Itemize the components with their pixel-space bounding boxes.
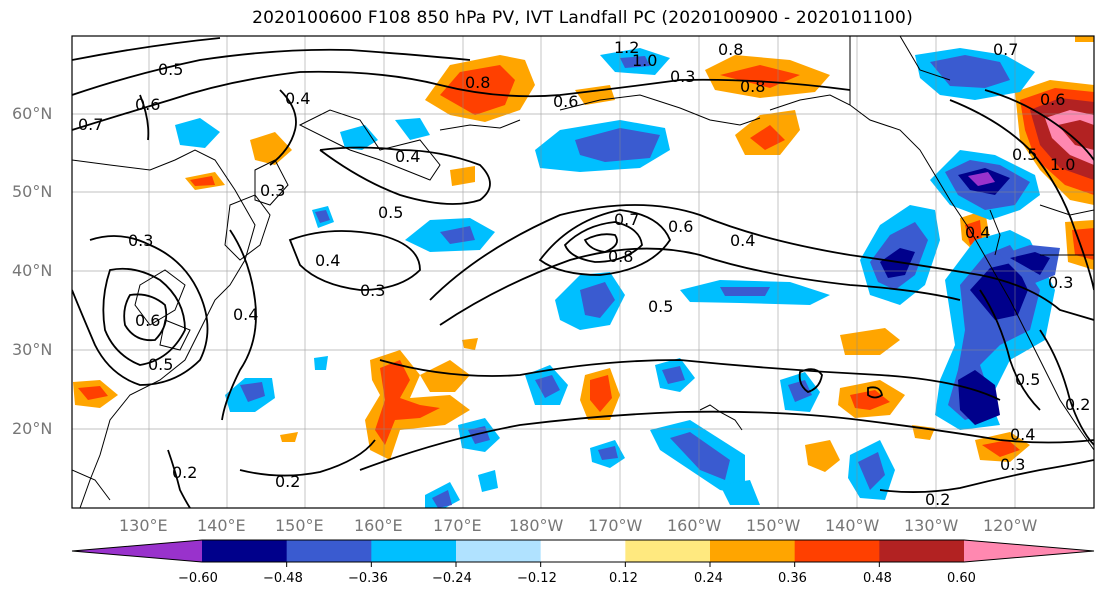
contour-label: 0.4 bbox=[730, 231, 755, 250]
lon-label: 140°E bbox=[197, 516, 246, 535]
contour-label: 0.6 bbox=[135, 311, 160, 330]
contour-label: 0.8 bbox=[718, 40, 743, 59]
colorbar-tick-label: 0.36 bbox=[778, 571, 807, 586]
contour-label: 0.5 bbox=[158, 60, 183, 79]
colorbar-segment bbox=[625, 540, 711, 562]
contour-label: 0.8 bbox=[740, 77, 765, 96]
contour-label: 0.6 bbox=[553, 92, 578, 111]
colorbar-segment bbox=[794, 540, 880, 562]
contour-labels: 1.2 1.0 0.8 0.8 0.8 0.7 0.3 0.6 0.5 0.6 … bbox=[78, 38, 1090, 509]
contour-label: 1.0 bbox=[632, 51, 657, 70]
lat-label: 20°N bbox=[12, 419, 53, 438]
lat-label: 50°N bbox=[12, 182, 53, 201]
contour-label: 0.4 bbox=[315, 251, 340, 270]
lon-label: 160°E bbox=[354, 516, 403, 535]
lat-label: 40°N bbox=[12, 261, 53, 280]
colorbar-tick-label: −0.60 bbox=[178, 571, 218, 586]
lon-label: 150°E bbox=[275, 516, 324, 535]
colorbar-tick-label: −0.12 bbox=[517, 571, 557, 586]
contour-label: 1.2 bbox=[614, 38, 639, 57]
lon-label: 140°W bbox=[825, 516, 880, 535]
colorbar-segment bbox=[456, 540, 542, 562]
contour-label: 0.5 bbox=[648, 297, 673, 316]
contour-label: 0.4 bbox=[233, 305, 258, 324]
colorbar-tick-label: −0.24 bbox=[432, 571, 472, 586]
contour-label: 0.5 bbox=[1012, 145, 1037, 164]
lat-label: 60°N bbox=[12, 104, 53, 123]
contour-label: 0.5 bbox=[378, 203, 403, 222]
contour-label: 0.5 bbox=[148, 355, 173, 374]
contour-label: 0.2 bbox=[1065, 395, 1090, 414]
lon-label: 120°W bbox=[983, 516, 1038, 535]
colorbar-tick-label: −0.36 bbox=[348, 571, 388, 586]
colorbar-segment bbox=[540, 540, 626, 562]
lon-label: 130°E bbox=[119, 516, 168, 535]
contour-label: 0.8 bbox=[465, 73, 490, 92]
lon-label: 180°W bbox=[509, 516, 564, 535]
colorbar bbox=[71, 539, 1095, 567]
contour-label: 0.2 bbox=[172, 463, 197, 482]
map-background bbox=[72, 36, 1094, 508]
map-title: 2020100600 F108 850 hPa PV, IVT Landfall… bbox=[252, 8, 913, 28]
contour-label: 0.4 bbox=[965, 223, 990, 242]
contour-label: 0.4 bbox=[395, 147, 420, 166]
contour-label: 0.6 bbox=[668, 217, 693, 236]
lon-label: 150°W bbox=[746, 516, 801, 535]
colorbar-extend-low bbox=[72, 540, 202, 562]
colorbar-extend-high bbox=[964, 540, 1094, 562]
contour-label: 0.6 bbox=[1040, 90, 1065, 109]
colorbar-tick-label: −0.48 bbox=[263, 571, 303, 586]
colorbar-segment bbox=[286, 540, 372, 562]
contour-label: 0.7 bbox=[78, 115, 103, 134]
contour-label: 0.3 bbox=[670, 67, 695, 86]
contour-label: 1.0 bbox=[1050, 155, 1075, 174]
lon-label: 170°E bbox=[433, 516, 482, 535]
map-frame bbox=[71, 35, 1095, 509]
colorbar-tick-label: 0.60 bbox=[947, 571, 976, 586]
colorbar-tick-label: 0.12 bbox=[609, 571, 638, 586]
contour-label: 0.8 bbox=[608, 247, 633, 266]
lon-label: 170°W bbox=[588, 516, 643, 535]
lat-label: 30°N bbox=[12, 340, 53, 359]
colorbar-segment bbox=[879, 540, 965, 562]
colorbar-segment bbox=[371, 540, 457, 562]
contour-label: 0.4 bbox=[285, 89, 310, 108]
contour-label: 0.2 bbox=[275, 472, 300, 491]
lon-label: 160°W bbox=[667, 516, 722, 535]
coastlines bbox=[72, 36, 1094, 508]
lon-label: 130°W bbox=[904, 516, 959, 535]
contour-label: 0.7 bbox=[993, 40, 1018, 59]
pv-contours bbox=[72, 37, 1094, 508]
pv-anomaly-fill bbox=[73, 36, 1094, 508]
contour-label: 0.3 bbox=[260, 181, 285, 200]
contour-label: 0.3 bbox=[1000, 455, 1025, 474]
contour-label: 0.3 bbox=[360, 281, 385, 300]
colorbar-tick-label: 0.24 bbox=[694, 571, 723, 586]
colorbar-segment bbox=[202, 540, 288, 562]
contour-label: 0.5 bbox=[1015, 370, 1040, 389]
colorbar-tick-label: 0.48 bbox=[863, 571, 892, 586]
colorbar-outline bbox=[71, 539, 1095, 563]
contour-label: 0.3 bbox=[1048, 273, 1073, 292]
contour-label: 0.4 bbox=[1010, 425, 1035, 444]
colorbar-segment bbox=[710, 540, 796, 562]
contour-label: 0.6 bbox=[135, 95, 160, 114]
contour-label: 0.3 bbox=[128, 231, 153, 250]
contour-label: 0.7 bbox=[614, 210, 639, 229]
contour-label: 0.2 bbox=[925, 490, 950, 509]
